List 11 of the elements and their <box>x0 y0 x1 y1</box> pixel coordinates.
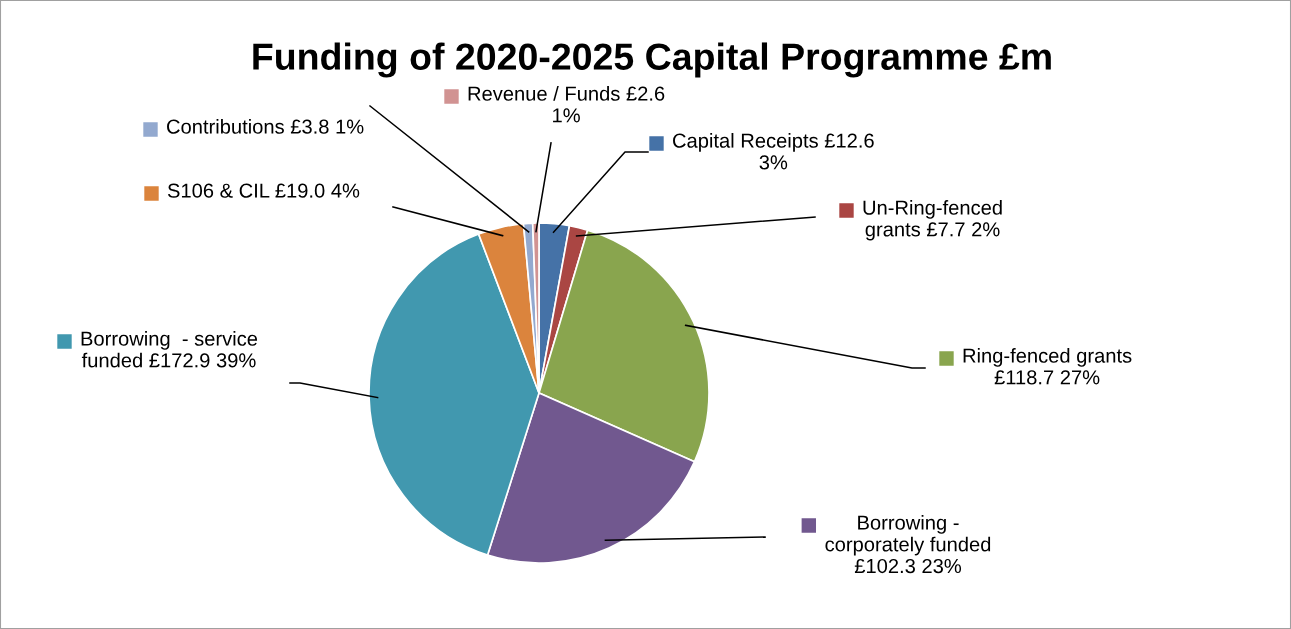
legend-label: Borrowing - corporately funded <box>825 515 991 556</box>
legend-label: S106 & CIL £19.0 4% <box>167 183 360 198</box>
chart-title: Funding of 2020-2025 Capital Programme £m <box>253 42 1051 78</box>
legend-label: Capital Receipts £12.6 3% <box>673 133 874 170</box>
legend-label: Contributions £3.8 1% <box>167 119 364 134</box>
legend-label: Ring-fenced grants <box>963 348 1132 367</box>
data-label: £118.7 27% <box>994 370 1100 385</box>
legend-label: Borrowing - service funded £172.9 39% <box>81 331 258 368</box>
legend-label: Un-Ring-fenced grants £7.7 2% <box>863 200 1002 241</box>
legend-label: Revenue / Funds £2.6 1% <box>468 86 665 123</box>
data-label: £102.3 23% <box>854 558 962 574</box>
